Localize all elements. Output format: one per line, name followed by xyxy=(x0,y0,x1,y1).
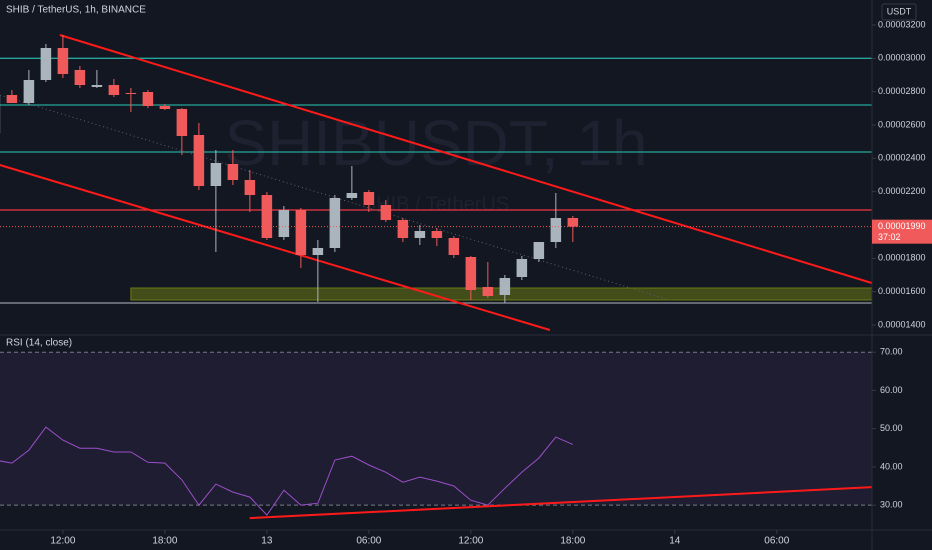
rsi-trendline xyxy=(249,486,872,520)
y-tick-label: 70.00 xyxy=(880,347,903,357)
candle-body xyxy=(516,259,528,277)
candle-body xyxy=(108,85,120,95)
candle-body xyxy=(91,85,103,87)
candle-body xyxy=(227,164,239,180)
y-tick-label: 60.00 xyxy=(880,385,903,395)
y-tick-label: 0.00002600 xyxy=(878,119,926,129)
y-tick-label: 0.00003000 xyxy=(878,53,926,63)
rsi-line xyxy=(0,426,573,516)
candle-body xyxy=(159,106,171,109)
currency-badge[interactable] xyxy=(881,3,917,21)
y-tick-label: 0.00002400 xyxy=(878,153,926,163)
y-tick-label: 0.00001400 xyxy=(878,319,926,329)
candle-body xyxy=(346,193,358,198)
candle-body xyxy=(23,80,35,103)
candle-body xyxy=(329,198,341,248)
candle-body xyxy=(278,210,290,237)
candle-body xyxy=(193,135,205,186)
candle-body xyxy=(499,278,511,295)
candle-body xyxy=(176,109,188,136)
currency: USDT xyxy=(887,6,912,16)
candle-body xyxy=(567,218,579,227)
candle-body xyxy=(6,95,18,103)
candle-body xyxy=(40,48,52,80)
candle-body xyxy=(261,195,273,238)
y-tick-label: 0.00003200 xyxy=(878,19,926,29)
y-tick-label: 40.00 xyxy=(880,461,903,471)
candle-body xyxy=(380,205,392,220)
candle-body xyxy=(312,248,324,255)
candle-body xyxy=(125,93,137,94)
y-tick-label: 0.00001600 xyxy=(878,286,926,296)
x-tick-label: 18:00 xyxy=(152,536,177,547)
y-tick-label: 0.00002800 xyxy=(878,86,926,96)
candle-body xyxy=(482,287,494,296)
candle-body xyxy=(397,220,409,238)
y-tick-label: 50.00 xyxy=(880,423,903,433)
trendline xyxy=(0,94,670,301)
trendline xyxy=(59,34,872,284)
candle-body xyxy=(533,242,545,259)
watermark-symbol: SHIBUSDT, 1h xyxy=(224,107,647,179)
candle-body xyxy=(465,257,477,290)
y-tick-label: 0.00001800 xyxy=(878,253,926,263)
x-tick-label: 06:00 xyxy=(356,536,381,547)
candle-body xyxy=(57,48,69,74)
candle-body xyxy=(142,92,154,106)
candle-body xyxy=(448,238,460,255)
price-pane xyxy=(0,34,872,331)
last-price-badge xyxy=(872,219,932,244)
candle-body xyxy=(210,163,222,186)
rsi-title: RSI (14, close) xyxy=(6,338,72,349)
candle-body xyxy=(74,70,86,85)
x-tick-label: 13 xyxy=(261,536,273,547)
trendline xyxy=(0,164,551,331)
rsi-band xyxy=(0,352,872,506)
x-tick-label: 18:00 xyxy=(560,536,585,547)
candle-body xyxy=(550,218,562,242)
x-tick-label: 14 xyxy=(669,536,681,547)
countdown: 37:02 xyxy=(878,232,901,242)
candle-body xyxy=(363,192,375,205)
y-tick-label: 0.00002200 xyxy=(878,186,926,196)
candle-body xyxy=(431,231,443,238)
x-tick-label: 06:00 xyxy=(764,536,789,547)
candle-body xyxy=(244,180,256,195)
rsi-pane xyxy=(0,351,872,520)
last-price-label: 0.00001990 xyxy=(878,221,926,231)
candle-body xyxy=(295,210,307,255)
y-tick-label: 30.00 xyxy=(880,500,903,510)
x-tick-label: 12:00 xyxy=(458,536,483,547)
candle-body xyxy=(414,231,426,238)
watermark: SHIBUSDT, 1h SHIB / TetherUS xyxy=(224,107,647,215)
x-tick-label: 12:00 xyxy=(50,536,75,547)
symbol-title: SHIB / TetherUS, 1h, BINANCE xyxy=(6,5,146,16)
